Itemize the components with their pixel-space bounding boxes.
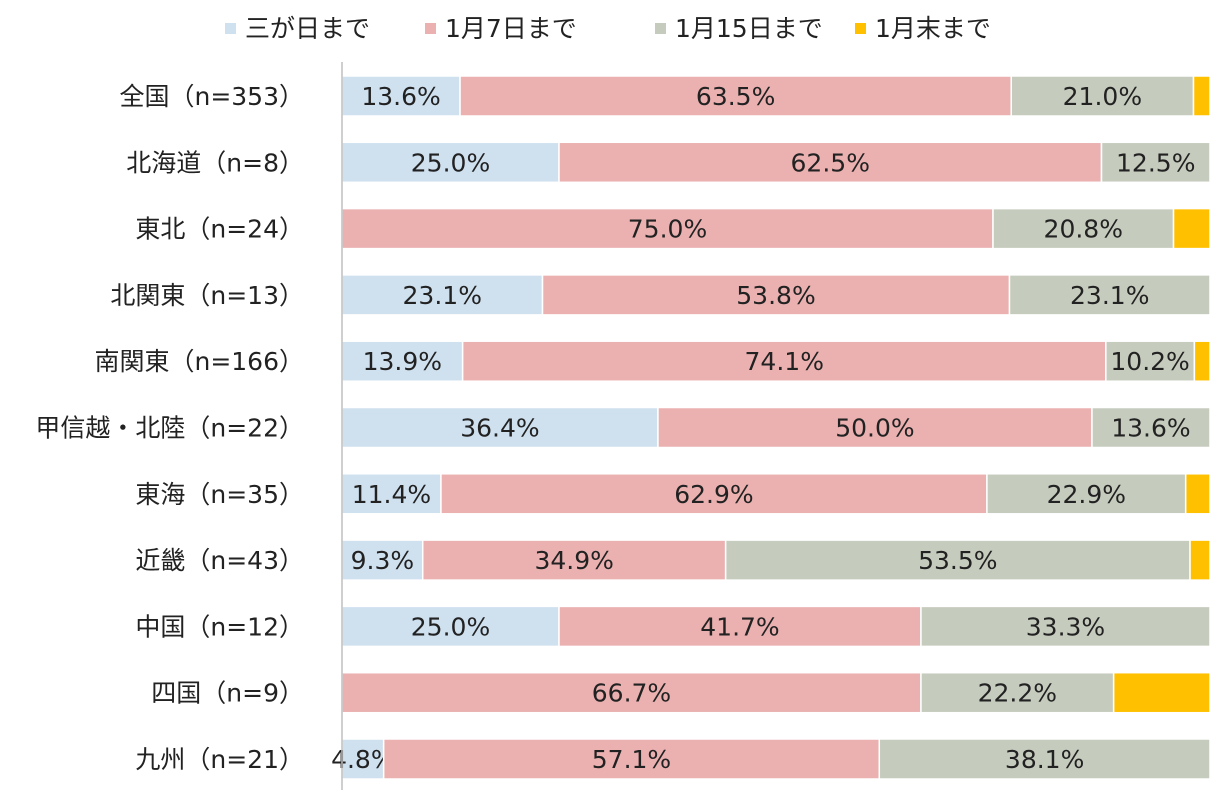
- bar-segment: [382, 738, 881, 780]
- bar-segment: [440, 473, 988, 515]
- category-label: 甲信越・北陸（n=22）: [35, 414, 304, 443]
- legend-swatch: [855, 23, 866, 34]
- bar-segment: [459, 75, 1012, 117]
- bar-segment: [558, 605, 922, 648]
- category-label: 東北（n=24）: [135, 215, 304, 244]
- bar-segment: [461, 340, 1107, 382]
- data-label: 53.5%: [918, 546, 997, 575]
- data-label: 25.0%: [411, 148, 490, 177]
- data-label: 36.4%: [460, 414, 539, 443]
- data-label: 57.1%: [592, 745, 671, 774]
- data-label: 50.0%: [835, 414, 914, 443]
- data-label: 23.1%: [1070, 281, 1149, 310]
- bar-segment: [541, 274, 1011, 316]
- data-label: 74.1%: [745, 347, 824, 376]
- bar-segment: [1091, 406, 1211, 449]
- data-label: 21.0%: [1063, 82, 1142, 111]
- category-label: 四国（n=9）: [151, 679, 304, 708]
- bar-segment: [421, 539, 727, 581]
- bar-segment: [1112, 671, 1211, 714]
- bar-segment: [1008, 274, 1211, 316]
- category-label: 中国（n=12）: [135, 612, 304, 641]
- bar-segment: [341, 207, 994, 250]
- bar-segment: [992, 207, 1175, 250]
- category-labels: 全国（n=353） 北海道（n=8） 東北（n=24） 北関東（n=13） 南関東（n=…: [35, 82, 304, 774]
- data-label: 11.4%: [352, 480, 431, 509]
- data-label: 22.2%: [978, 679, 1057, 708]
- bar-segment: [1100, 141, 1211, 184]
- data-label: 41.7%: [700, 612, 779, 641]
- category-label: 近畿（n=43）: [135, 546, 304, 575]
- bar-segment: [341, 671, 922, 714]
- bar-segment: [920, 605, 1211, 648]
- bar-segment: [558, 141, 1103, 184]
- bar-segment: [657, 406, 1093, 449]
- bar-segment: [1105, 340, 1196, 382]
- data-label: 66.7%: [592, 679, 671, 708]
- data-label: 13.6%: [361, 82, 440, 111]
- data-label: 9.3%: [351, 546, 415, 575]
- data-label: 63.5%: [696, 82, 775, 111]
- legend-swatch: [425, 23, 436, 34]
- legend: 三が日まで 1月7日まで 1月15日まで 1月末まで: [225, 14, 991, 43]
- data-label: 62.9%: [674, 480, 753, 509]
- bar-segment: [920, 671, 1115, 714]
- bar-segment: [986, 473, 1187, 515]
- data-label: 38.1%: [1005, 745, 1084, 774]
- data-label: 75.0%: [628, 215, 707, 244]
- bar-segment: [1010, 75, 1195, 117]
- legend-label: 三が日まで: [245, 14, 370, 43]
- plot-area: 13.6% 63.5% 21.0% 25.0% 62.5% 12.5% 75.0% 20.8%…: [331, 75, 1211, 780]
- bar-segment: [1189, 539, 1211, 581]
- data-label: 22.9%: [1047, 480, 1126, 509]
- bar-segment: [724, 539, 1191, 581]
- data-label: 13.9%: [363, 347, 442, 376]
- data-label: 13.6%: [1111, 414, 1190, 443]
- data-label: 23.1%: [403, 281, 482, 310]
- bar-segment: [1193, 340, 1211, 382]
- data-label: 34.9%: [534, 546, 613, 575]
- data-label: 12.5%: [1116, 148, 1195, 177]
- data-label: 53.8%: [736, 281, 815, 310]
- data-label: 33.3%: [1026, 612, 1105, 641]
- category-label: 東海（n=35）: [135, 480, 304, 509]
- category-label: 南関東（n=166）: [94, 347, 304, 376]
- legend-label: 1月7日まで: [445, 14, 577, 43]
- data-label: 10.2%: [1110, 347, 1189, 376]
- category-label: 九州（n=21）: [135, 745, 304, 774]
- category-label: 全国（n=353）: [119, 82, 304, 111]
- legend-swatch: [655, 23, 666, 34]
- bar-segment: [1192, 75, 1211, 117]
- bar-segment: [1184, 473, 1211, 515]
- bar-segment: [341, 340, 464, 382]
- bar-segment: [878, 738, 1211, 780]
- bar-segment: [341, 738, 385, 780]
- category-label: 北関東（n=13）: [110, 281, 304, 310]
- data-label: 20.8%: [1044, 215, 1123, 244]
- data-label: 25.0%: [411, 612, 490, 641]
- bar-segment: [1172, 207, 1211, 250]
- legend-label: 1月末まで: [875, 14, 991, 43]
- legend-label: 1月15日まで: [675, 14, 823, 43]
- category-label: 北海道（n=8）: [126, 148, 304, 177]
- data-label: 62.5%: [791, 148, 870, 177]
- legend-swatch: [225, 23, 236, 34]
